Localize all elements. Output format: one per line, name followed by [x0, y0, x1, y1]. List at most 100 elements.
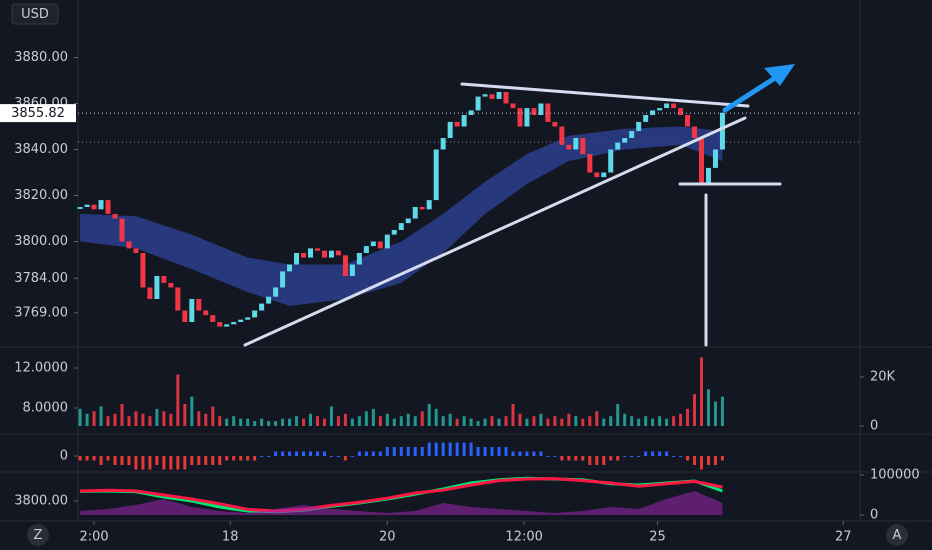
volume-bar: [637, 418, 641, 427]
volume-bar: [260, 418, 264, 427]
candle: [517, 108, 523, 127]
currency-button[interactable]: [11, 3, 59, 25]
last-price-label: 3855.82: [11, 106, 65, 121]
volume-bar: [155, 408, 159, 427]
osc-bar: [211, 456, 215, 465]
y2-tick-label: 0: [870, 419, 878, 434]
volume-bar: [713, 401, 717, 427]
y-tick-label: 3800.00: [14, 494, 68, 509]
osc-bar: [532, 451, 536, 456]
osc-bar: [288, 451, 292, 456]
candle: [531, 108, 537, 115]
osc-bar: [225, 456, 229, 461]
osc-bar: [218, 456, 222, 465]
osc-bar: [183, 456, 187, 470]
osc-bar: [169, 456, 173, 470]
volume-bar: [476, 421, 480, 427]
volume-bar: [385, 413, 389, 427]
y-tick-label: 3800.00: [14, 234, 68, 249]
osc-bar: [197, 456, 201, 465]
candle: [370, 241, 376, 247]
candle: [671, 103, 677, 109]
osc-bar: [329, 456, 333, 457]
volume-bar: [113, 413, 117, 427]
volume-bar: [406, 413, 410, 427]
candle: [650, 110, 656, 115]
volume-bar: [364, 411, 368, 427]
volume-bar: [651, 418, 655, 427]
volume-bar: [413, 416, 417, 427]
osc-bar: [560, 456, 564, 461]
osc-bar: [497, 447, 501, 456]
candle: [454, 121, 460, 127]
volume-bar: [218, 416, 222, 427]
candle: [559, 126, 565, 145]
volume-bar: [141, 413, 145, 427]
osc-bar: [504, 447, 508, 456]
candle: [426, 200, 432, 210]
osc-bar: [85, 456, 89, 461]
osc-bar: [155, 456, 159, 465]
volume-bar: [336, 416, 340, 427]
volume-bar: [183, 403, 187, 427]
y-tick-label: 3769.00: [14, 305, 68, 320]
candle: [552, 121, 558, 127]
candle: [678, 108, 684, 115]
osc-bar: [462, 442, 466, 456]
volume-bar: [281, 418, 285, 427]
y-tick-label: 3840.00: [14, 142, 68, 157]
trend-line: [243, 116, 747, 347]
candle: [377, 241, 383, 249]
volume-bar: [85, 413, 89, 427]
volume-bar: [378, 416, 382, 427]
osc-bar: [706, 456, 710, 465]
volume-bar: [420, 411, 424, 427]
candle: [363, 246, 369, 253]
osc-bar: [574, 456, 578, 461]
candle: [280, 271, 286, 288]
candle: [615, 142, 621, 150]
volume-bar: [302, 418, 306, 427]
osc-bar: [609, 456, 613, 461]
osc-bar: [302, 451, 306, 456]
volume-bar: [134, 411, 138, 427]
volume-bar: [686, 408, 690, 427]
osc-bar: [371, 451, 375, 456]
candle: [105, 200, 111, 214]
candle: [433, 149, 439, 201]
volume-bar: [176, 374, 180, 427]
area: [80, 491, 723, 515]
candle: [664, 103, 670, 109]
volume-bar: [588, 416, 592, 427]
volume-bar: [434, 408, 438, 427]
volume-bar: [630, 416, 634, 427]
volume-bar: [106, 416, 110, 427]
osc-bar: [176, 456, 180, 470]
auto-button[interactable]: [886, 524, 908, 546]
volume-bar: [574, 416, 578, 427]
osc-bar: [127, 456, 131, 465]
candle: [328, 250, 334, 258]
osc-bar: [469, 442, 473, 456]
volume-bar: [309, 413, 313, 427]
candle: [594, 172, 600, 178]
candle: [335, 250, 341, 256]
volume-bar: [99, 406, 103, 427]
osc-bar: [239, 456, 243, 461]
candle: [447, 121, 453, 138]
volume-bar: [315, 416, 319, 427]
osc-bar: [672, 456, 676, 457]
osc-bar: [441, 442, 445, 456]
candle: [273, 287, 279, 297]
volume-bar: [288, 418, 292, 427]
y-tick-label: 3784.00: [14, 271, 68, 286]
osc-bar: [392, 447, 396, 456]
candle: [175, 287, 181, 311]
x-tick-label: 12:00: [505, 530, 542, 545]
osc-bar: [232, 456, 236, 461]
candle: [685, 115, 691, 127]
zoom-button[interactable]: [27, 524, 49, 546]
osc-bar: [567, 456, 571, 461]
volume-bar: [427, 403, 431, 427]
